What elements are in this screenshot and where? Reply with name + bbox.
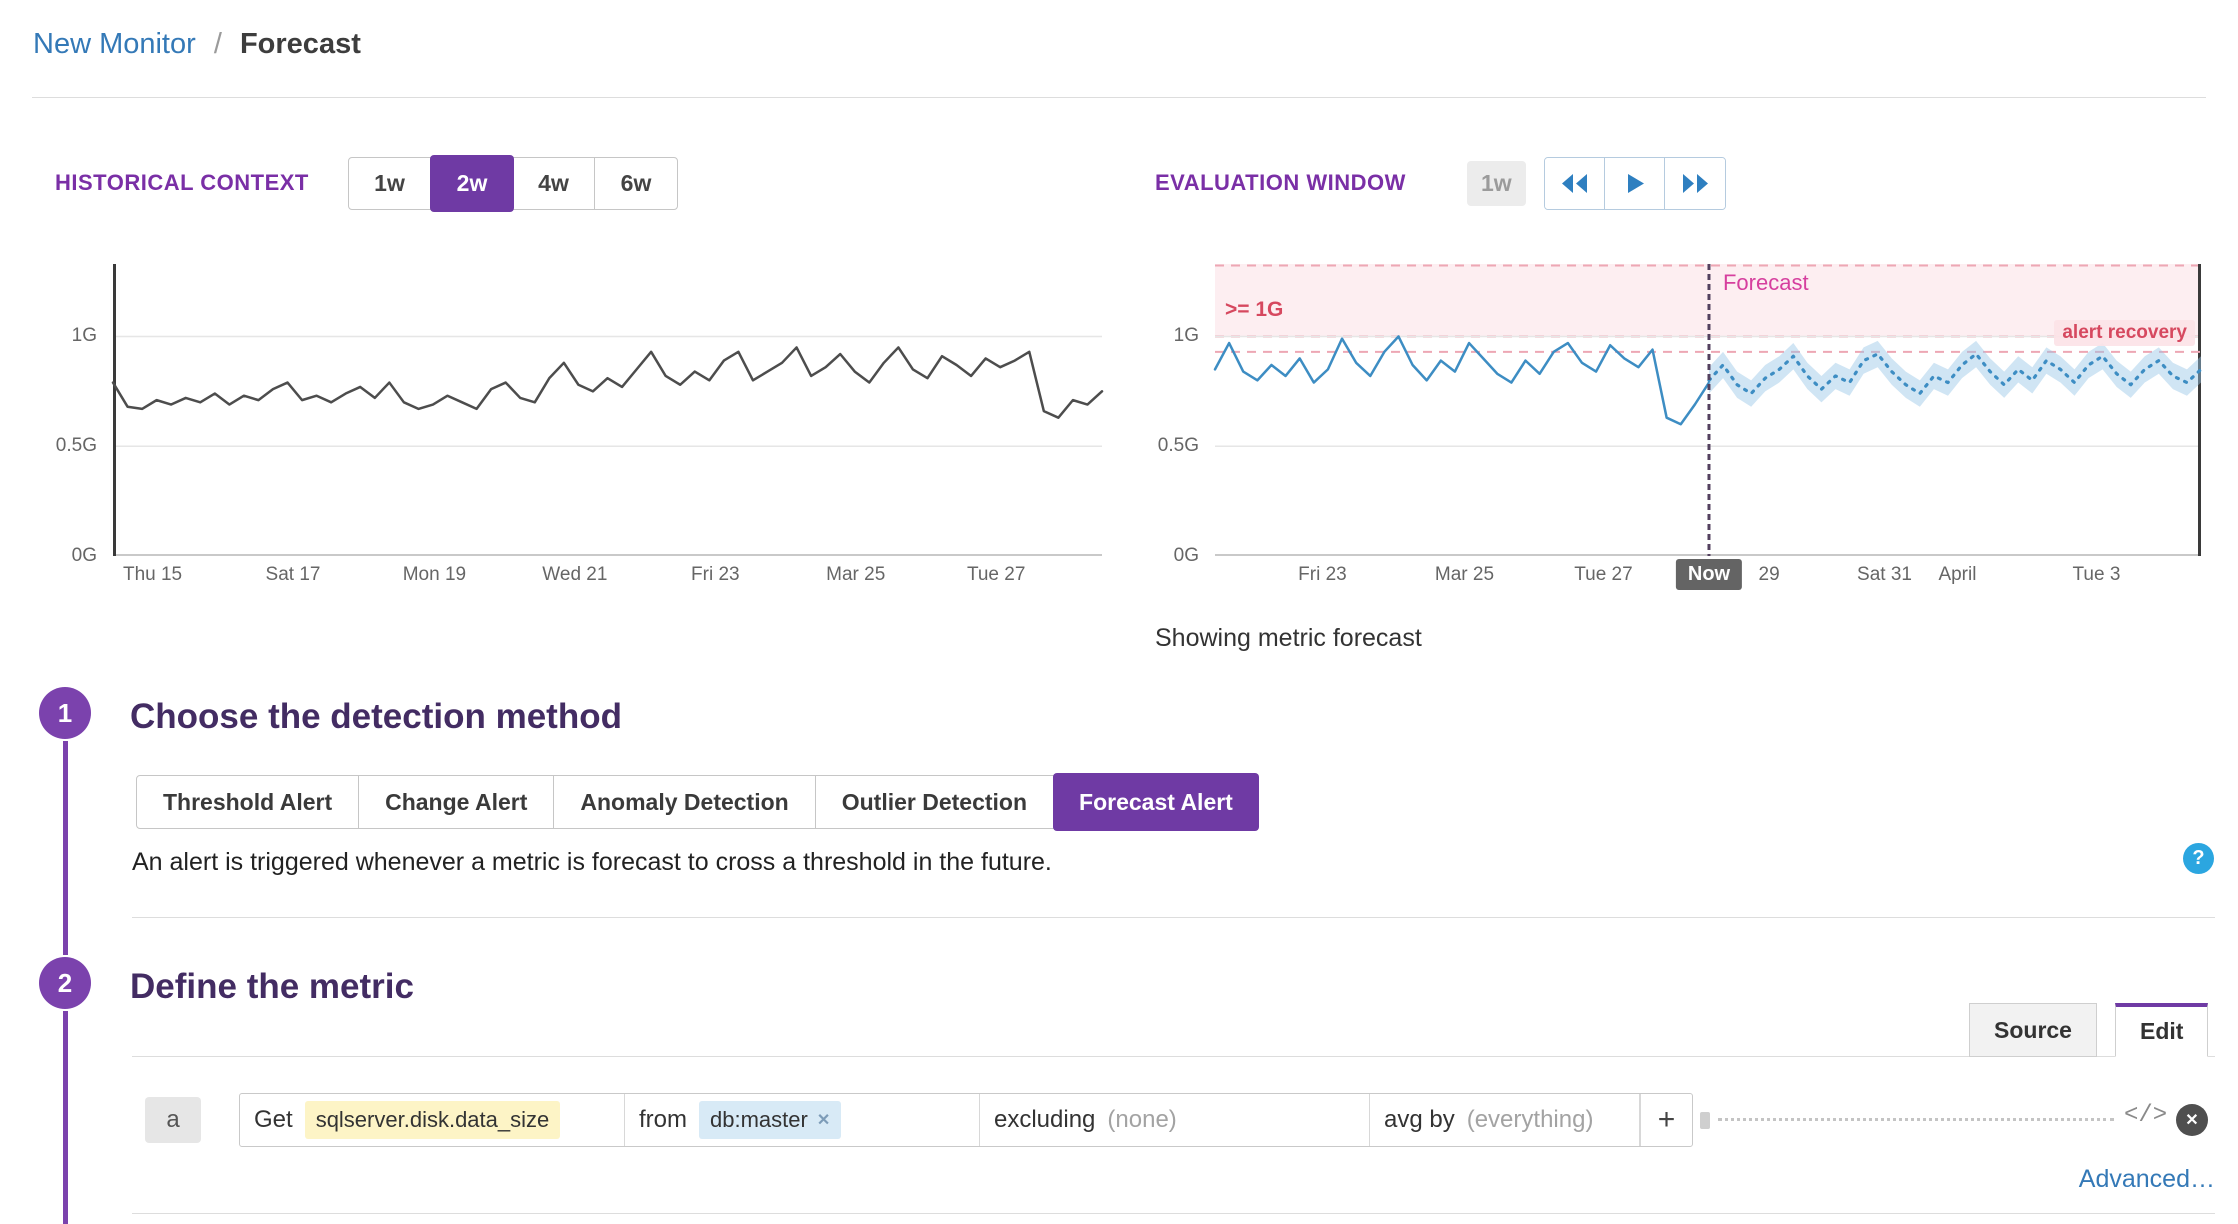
avgby-label: avg by — [1384, 1106, 1455, 1133]
x-axis-label: Sat 17 — [265, 564, 321, 585]
range-button-4w[interactable]: 4w — [513, 158, 595, 209]
y-axis-label: 0.5G — [1157, 435, 1199, 457]
x-axis-label: Tue 27 — [1574, 564, 1633, 585]
fast-forward-button[interactable] — [1665, 158, 1725, 209]
drag-handle[interactable] — [1700, 1112, 1710, 1129]
get-label: Get — [254, 1106, 293, 1133]
detection-forecast-alert[interactable]: Forecast Alert — [1053, 773, 1259, 831]
y-axis-label: 0G — [1173, 545, 1199, 566]
range-button-6w[interactable]: 6w — [620, 170, 652, 196]
x-axis-label: Tue 27 — [966, 564, 1026, 585]
x-axis-label: Tue 3 — [2072, 564, 2121, 585]
step-connector-line — [63, 741, 68, 955]
step-connector-line — [63, 1011, 68, 1224]
detection-outlier-detection[interactable]: Outlier Detection — [816, 776, 1055, 828]
x-axis-label: Sat 31 — [1857, 564, 1912, 585]
help-icon[interactable]: ? — [2183, 843, 2214, 874]
detection-anomaly-detection[interactable]: Anomaly Detection — [554, 776, 816, 828]
excluding-label: excluding — [994, 1106, 1096, 1133]
tab-source[interactable]: Source — [1969, 1003, 2097, 1057]
x-axis-label: Fri 23 — [1298, 564, 1347, 585]
advanced-link[interactable]: Advanced… — [2078, 1165, 2215, 1193]
rewind-button[interactable] — [1545, 158, 1605, 209]
x-axis-label: Thu 15 — [122, 564, 183, 585]
step-2-badge: 2 — [39, 957, 91, 1009]
top-divider — [32, 97, 2206, 98]
threshold-label: >= 1G — [1225, 298, 1284, 321]
x-axis-label: Mar 25 — [826, 564, 886, 585]
breadcrumb-link-new-monitor[interactable]: New Monitor — [33, 28, 196, 60]
x-axis-label: Fri 23 — [691, 564, 740, 585]
step-2-title: Define the metric — [130, 967, 414, 1006]
from-tag-value: db:master — [710, 1107, 808, 1132]
evaluation-window-chart: >= 1G 1G 0.5G 0G alert recovery Forecast Fri 2… — [1158, 264, 2203, 590]
chart-caption: Showing metric forecast — [1155, 624, 1422, 652]
tab-edit[interactable]: Edit — [2114, 1003, 2209, 1057]
bottom-divider — [132, 1213, 2215, 1214]
fast-forward-icon — [1683, 174, 1708, 193]
step-1-title: Choose the detection method — [130, 697, 622, 736]
query-get-segment: Get sqlserver.disk.data_size — [240, 1094, 625, 1146]
query-from-segment: from db:master ✕ — [625, 1094, 980, 1146]
range-button-1w[interactable]: 1w — [349, 158, 431, 209]
excluding-value[interactable]: (none) — [1107, 1106, 1177, 1133]
play-icon — [1627, 174, 1644, 193]
y-axis-label: 0G — [71, 545, 97, 566]
detection-change-alert[interactable]: Change Alert — [359, 776, 555, 828]
evaluation-window-controls — [1544, 157, 1726, 210]
evaluation-window-length-badge: 1w — [1467, 161, 1526, 206]
section-divider — [132, 917, 2215, 918]
remove-tag-icon[interactable]: ✕ — [816, 1112, 831, 1129]
detection-method-group: Threshold Alert Change Alert Anomaly Det… — [136, 773, 1259, 831]
breadcrumb: New Monitor / Forecast — [33, 28, 361, 61]
breadcrumb-separator: / — [213, 28, 222, 60]
add-query-button[interactable]: + — [1640, 1094, 1692, 1146]
detection-description: An alert is triggered whenever a metric … — [132, 848, 1052, 876]
historical-context-chart: 1G 0.5G 0G Thu 15 Sat 17 Mon 19 Wed 21 Fri 23 Ma… — [56, 264, 1104, 585]
query-connector-dots — [1718, 1118, 2114, 1121]
now-badge: Now — [1675, 559, 1743, 590]
y-axis-label: 0.5G — [55, 435, 97, 457]
x-axis-label: Mar 25 — [1434, 564, 1495, 585]
metric-query-bar: Get sqlserver.disk.data_size from db:mas… — [239, 1093, 1693, 1147]
x-axis-label: Wed 21 — [542, 564, 608, 585]
query-excluding-segment: excluding (none) — [980, 1094, 1370, 1146]
x-axis-label: 29 — [1758, 564, 1780, 585]
play-button[interactable] — [1605, 158, 1665, 209]
x-axis-label: April — [1938, 564, 1977, 585]
from-tag-chip[interactable]: db:master ✕ — [699, 1101, 842, 1139]
code-icon[interactable]: </> — [2124, 1102, 2168, 1129]
evaluation-window-label: EVALUATION WINDOW — [1155, 170, 1406, 195]
detection-threshold-alert[interactable]: Threshold Alert — [137, 776, 360, 828]
from-label: from — [639, 1106, 687, 1133]
close-query-icon[interactable]: ✕ — [2176, 1104, 2208, 1136]
forecast-label: Forecast — [1722, 270, 1809, 295]
range-button-2w[interactable]: 2w — [430, 155, 514, 212]
metric-editor-tabs: Source Edit — [1969, 1003, 2209, 1057]
metric-name-chip[interactable]: sqlserver.disk.data_size — [304, 1101, 561, 1139]
alert-recovery-label: alert recovery — [2054, 320, 2195, 346]
avgby-value[interactable]: (everything) — [1466, 1106, 1594, 1133]
query-letter-badge[interactable]: a — [145, 1097, 201, 1143]
y-axis-label: 1G — [1173, 325, 1199, 347]
breadcrumb-current: Forecast — [239, 28, 361, 60]
tabs-divider — [132, 1056, 2215, 1057]
query-avgby-segment: avg by (everything) — [1370, 1094, 1640, 1146]
historical-context-range-group: 1w 2w 4w 6w — [348, 155, 678, 212]
step-1-badge: 1 — [39, 687, 91, 739]
y-axis-label: 1G — [71, 325, 97, 347]
x-axis-label: Mon 19 — [402, 564, 467, 585]
historical-context-label: HISTORICAL CONTEXT — [55, 170, 309, 195]
rewind-icon — [1561, 174, 1587, 193]
